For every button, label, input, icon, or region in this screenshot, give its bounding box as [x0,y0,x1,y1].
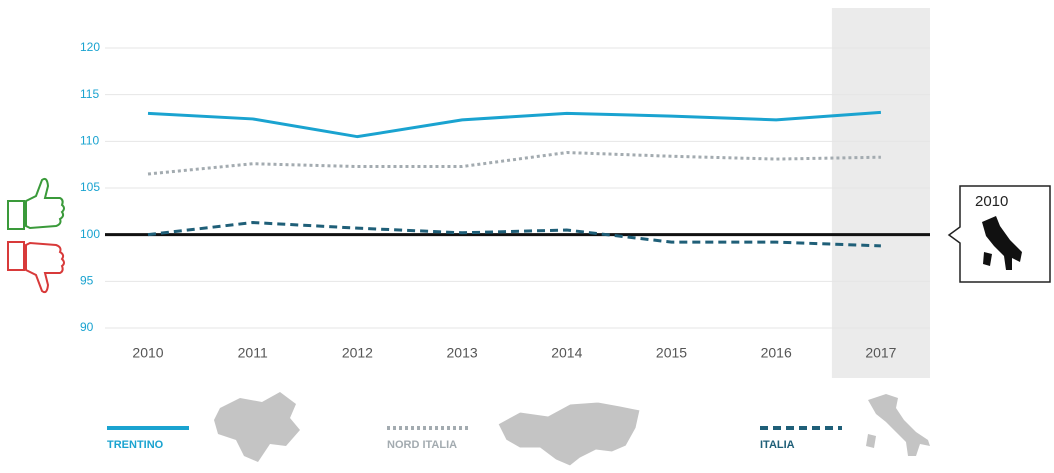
italy-icon [982,216,1022,270]
thumb-up-icon [7,177,65,230]
x-tick-label: 2015 [656,345,687,361]
thumb-down-icon [7,241,65,294]
nord-italia-map [497,401,641,467]
y-tick-label: 110 [80,134,99,148]
x-tick-label: 2011 [238,345,268,361]
x-tick-label: 2014 [551,345,582,361]
x-tick-label: 2017 [865,345,896,361]
y-tick-label: 100 [80,227,100,241]
y-tick-label: 115 [80,87,99,101]
series-line [147,151,881,176]
series-line [147,110,882,139]
y-tick-label: 120 [80,40,100,54]
x-tick-label: 2010 [132,345,163,361]
x-tick-label: 2016 [761,345,792,361]
callout: 2010 [947,185,1051,283]
y-tick-label: 105 [80,180,100,194]
legend-label: NORD ITALIA [387,439,457,451]
highlight-column [831,8,930,378]
series-line [147,221,881,248]
x-tick-label: 2012 [342,345,373,361]
legend-label: TRENTINO [107,439,164,451]
callout-label: 2010 [975,193,1008,210]
y-tick-label: 95 [80,274,94,288]
trentino-map [214,392,300,462]
sardinia-icon [983,252,992,266]
x-tick-label: 2013 [447,345,478,361]
legend-label: ITALIA [760,439,795,451]
italia-map [866,394,930,456]
y-tick-label: 90 [80,320,94,334]
